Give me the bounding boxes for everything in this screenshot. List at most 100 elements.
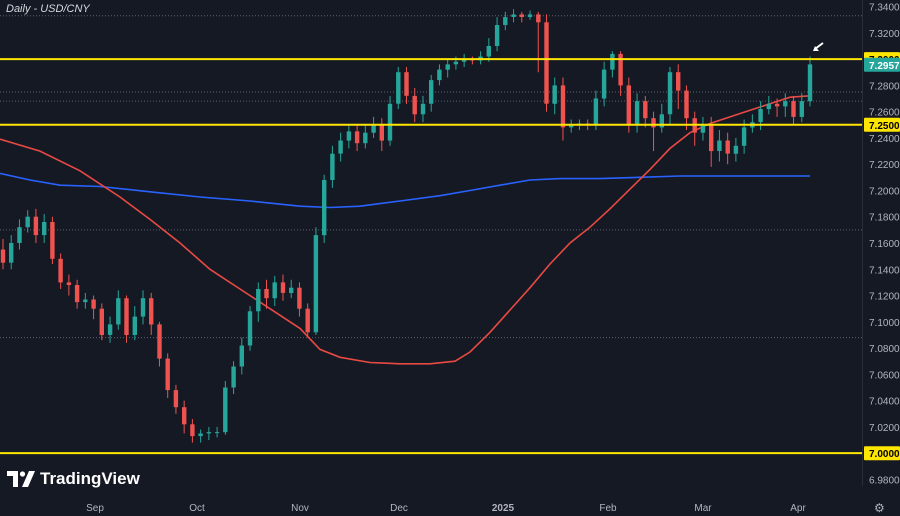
last-price-tag: 7.2957 xyxy=(864,57,900,72)
candle-62 xyxy=(511,9,516,23)
last-price-tag-bg xyxy=(864,57,900,72)
candle-body xyxy=(766,103,771,110)
candle-26 xyxy=(214,426,220,438)
candle-77 xyxy=(634,93,640,133)
candle-53 xyxy=(437,64,442,86)
candle-35 xyxy=(289,279,294,299)
candle-body xyxy=(223,387,228,433)
candle-body xyxy=(684,90,689,119)
candle-69 xyxy=(569,119,574,133)
candle-0 xyxy=(0,239,6,270)
last-price-label: 7.2957 xyxy=(869,61,900,72)
candle-body xyxy=(354,131,360,144)
candle-13 xyxy=(107,316,113,343)
candle-body xyxy=(667,72,673,115)
candle-body xyxy=(651,118,656,128)
candle-body xyxy=(643,101,648,119)
candle-body xyxy=(437,69,442,81)
candle-body xyxy=(544,22,549,104)
candle-body xyxy=(420,103,426,115)
candle-21 xyxy=(173,384,179,414)
candle-10 xyxy=(83,292,88,309)
candle-body xyxy=(33,216,39,236)
candle-16 xyxy=(132,306,137,341)
candle-32 xyxy=(264,279,269,309)
candle-31 xyxy=(256,282,261,322)
y-tick-label-7: 7.2000 xyxy=(869,187,900,198)
candle-body xyxy=(107,324,113,335)
candle-body xyxy=(50,222,55,259)
candle-15 xyxy=(124,295,129,343)
candle-56 xyxy=(461,53,467,67)
candle-3 xyxy=(25,210,30,233)
candle-59 xyxy=(486,38,491,62)
y-tick-label-11: 7.1200 xyxy=(869,292,900,303)
candle-body xyxy=(626,85,631,125)
candle-body xyxy=(569,124,574,128)
candle-30 xyxy=(247,306,253,351)
y-tick-label-10: 7.1400 xyxy=(869,265,900,276)
y-tick-label-18: 6.9800 xyxy=(869,475,900,486)
candle-27 xyxy=(223,380,228,435)
chart-title: Daily - USD/CNY xyxy=(6,3,90,15)
candle-body xyxy=(453,61,459,65)
candle-74 xyxy=(610,51,615,78)
tradingview-logo[interactable]: TradingView xyxy=(6,469,140,489)
moving-average-slow xyxy=(0,172,810,209)
candle-37 xyxy=(305,303,310,338)
candle-body xyxy=(461,59,467,62)
candle-body xyxy=(807,64,813,102)
candle-6 xyxy=(50,216,55,265)
x-tick-label-6: Mar xyxy=(694,503,712,514)
candle-body xyxy=(165,358,170,391)
level-tag-label: 7.2500 xyxy=(869,121,900,132)
candle-60 xyxy=(494,17,500,52)
candle-body xyxy=(42,222,47,236)
candle-body xyxy=(774,103,780,107)
level-tag-1: 7.2500 xyxy=(864,117,900,132)
candle-body xyxy=(396,72,401,104)
candle-body xyxy=(503,17,508,25)
candle-body xyxy=(404,72,409,96)
candle-body xyxy=(338,140,343,154)
candle-34 xyxy=(280,274,286,301)
candle-body xyxy=(527,14,533,17)
candle-65 xyxy=(536,11,541,73)
candle-18 xyxy=(149,292,154,335)
candle-body xyxy=(206,432,212,434)
candle-93 xyxy=(766,95,771,115)
candle-body xyxy=(280,282,286,293)
candle-body xyxy=(74,285,80,303)
candle-36 xyxy=(297,282,302,317)
candle-1 xyxy=(9,235,14,270)
moving-average-fast xyxy=(0,95,809,365)
tradingview-logo-icon xyxy=(7,471,35,487)
candle-88 xyxy=(725,132,730,165)
candle-body xyxy=(198,433,203,437)
candle-66 xyxy=(544,14,549,112)
settings-gear-icon[interactable]: ⚙ xyxy=(874,501,885,515)
candle-body xyxy=(214,432,220,434)
y-tick-label-0: 7.3400 xyxy=(869,3,900,14)
candle-49 xyxy=(404,66,409,104)
candle-body xyxy=(552,85,557,104)
candle-97 xyxy=(799,93,804,123)
candle-body xyxy=(717,140,722,151)
candle-body xyxy=(297,287,302,309)
candle-46 xyxy=(379,118,384,152)
candle-body xyxy=(256,289,261,312)
level-tag-label: 7.0000 xyxy=(869,449,900,460)
candle-body xyxy=(791,101,796,117)
candle-body xyxy=(799,101,804,117)
y-tick-label-6: 7.2200 xyxy=(869,160,900,171)
candle-61 xyxy=(503,11,508,31)
candle-body xyxy=(387,103,393,141)
candle-43 xyxy=(354,124,360,152)
level-tag-bg xyxy=(864,446,900,461)
brand-name: TradingView xyxy=(40,469,140,488)
candle-body xyxy=(783,101,788,107)
candle-7 xyxy=(58,253,63,289)
candle-28 xyxy=(231,361,236,395)
